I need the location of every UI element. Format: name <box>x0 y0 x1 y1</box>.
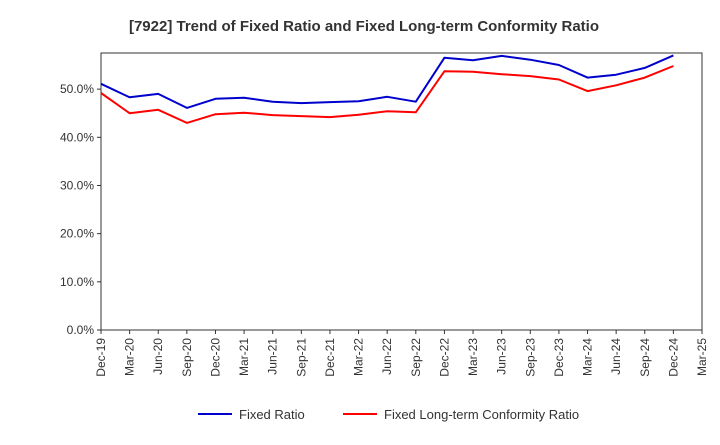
x-tick-label: Sep-24 <box>638 338 652 377</box>
y-tick-label: 10.0% <box>60 275 94 289</box>
x-tick-label: Sep-20 <box>180 338 194 377</box>
x-tick-label: Jun-23 <box>495 338 509 375</box>
x-tick-label: Dec-24 <box>666 338 680 377</box>
legend-label-2: Fixed Long-term Conformity Ratio <box>384 407 579 422</box>
x-tick-label: Dec-23 <box>552 338 566 377</box>
x-tick-label: Jun-21 <box>266 338 280 375</box>
y-tick-label: 30.0% <box>60 178 94 192</box>
y-tick-label: 0.0% <box>67 323 95 337</box>
x-tick-label: Dec-19 <box>94 338 108 377</box>
x-tick-label: Mar-21 <box>237 338 251 376</box>
x-tick-label: Sep-23 <box>523 338 537 377</box>
x-tick-label: Dec-22 <box>437 338 451 377</box>
series-line-1 <box>100 54 674 109</box>
series-line-2 <box>100 65 674 124</box>
x-tick-label: Mar-25 <box>695 338 709 376</box>
y-tick-label: 20.0% <box>60 227 94 241</box>
x-tick-label: Mar-22 <box>352 338 366 376</box>
axis-layer: 0.0% 10.0% 20.0% 30.0% 40.0% 50.0% Dec-19 Mar-2… <box>60 52 709 377</box>
legend: Fixed Ratio Fixed Long-term Conformity Ra… <box>198 407 579 422</box>
y-tick-label: 50.0% <box>60 82 94 96</box>
x-tick-label: Mar-20 <box>123 338 137 376</box>
chart-title: [7922] Trend of Fixed Ratio and Fixed Lo… <box>129 18 599 35</box>
plot-frame <box>100 52 703 331</box>
x-tick-label: Jun-22 <box>380 338 394 375</box>
series-layer <box>100 54 674 124</box>
x-tick-label: Mar-24 <box>581 338 595 376</box>
x-tick-label: Dec-21 <box>323 338 337 377</box>
legend-label-1: Fixed Ratio <box>239 407 305 422</box>
y-tick-label: 40.0% <box>60 130 94 144</box>
x-tick-label: Sep-22 <box>409 338 423 377</box>
x-tick-label: Mar-23 <box>466 338 480 376</box>
x-tick-label: Dec-20 <box>208 338 222 377</box>
x-tick-label: Jun-20 <box>151 338 165 375</box>
x-tick-label: Sep-21 <box>294 338 308 377</box>
x-tick-label: Jun-24 <box>609 338 623 375</box>
